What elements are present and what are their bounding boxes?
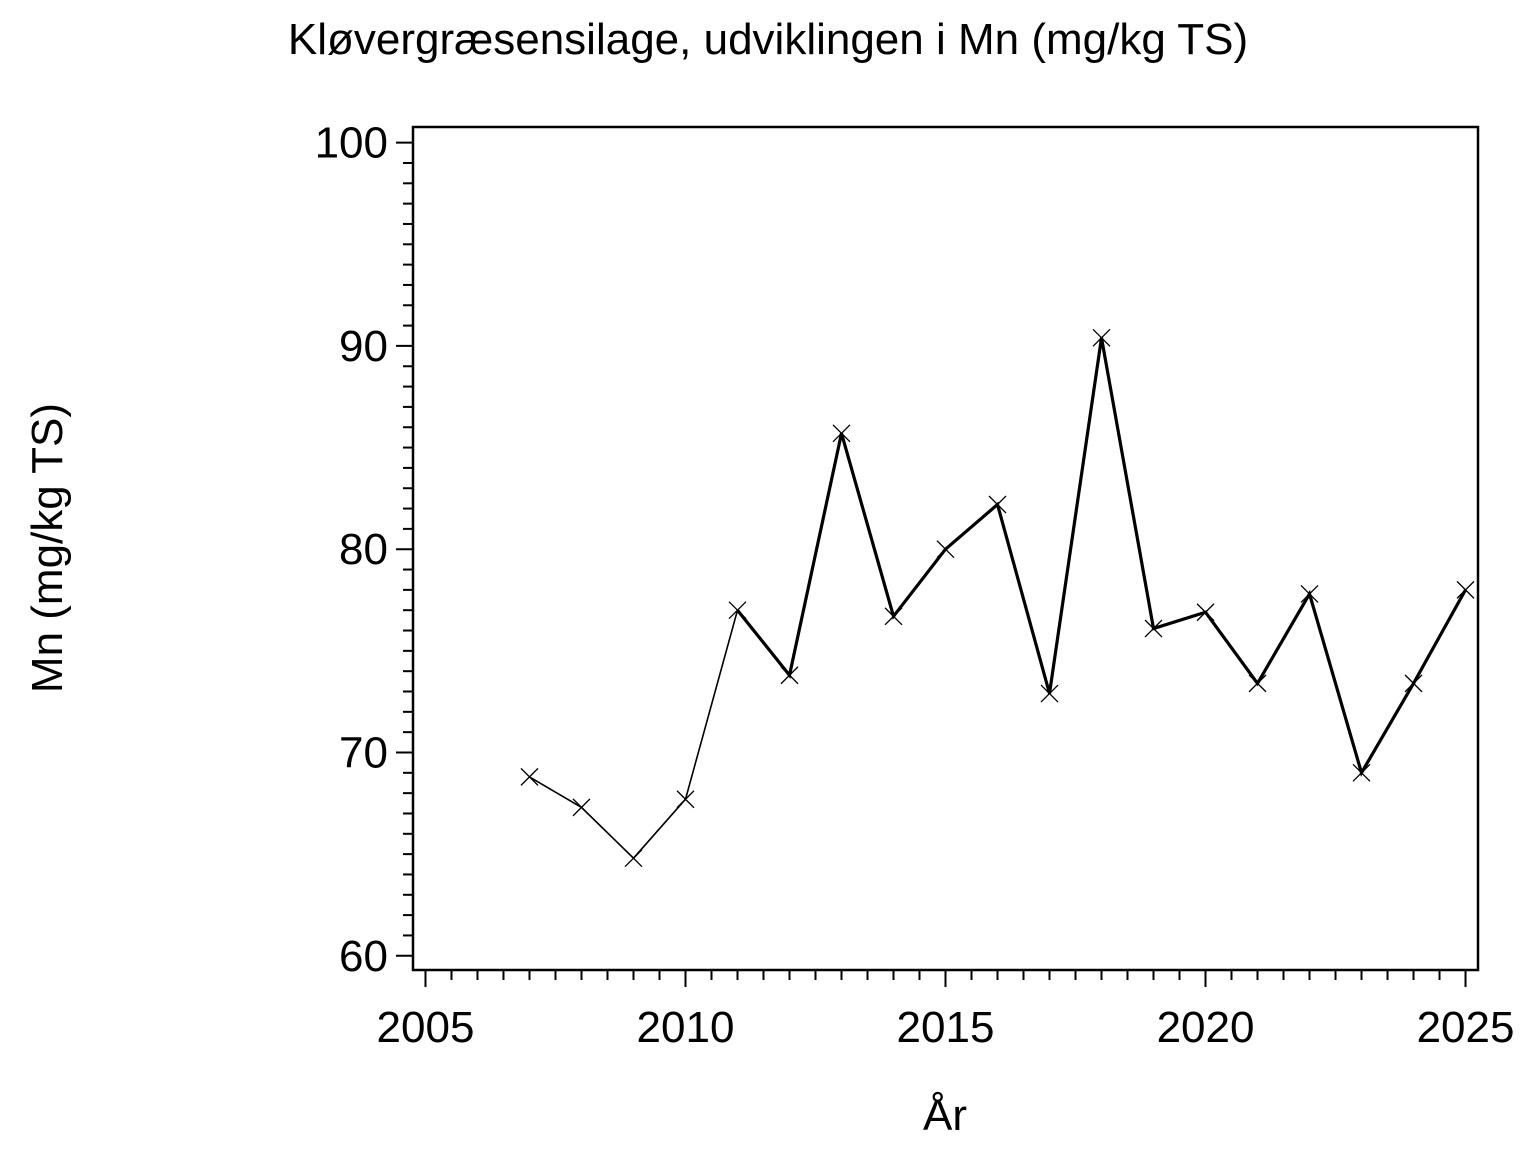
data-point-marker: [728, 601, 747, 620]
data-point-marker: [624, 849, 643, 868]
data-point-marker: [520, 767, 539, 786]
data-point-marker: [572, 798, 591, 817]
y-tick-label: 100: [315, 119, 388, 168]
y-tick-label: 90: [339, 322, 388, 371]
x-tick-label: 2015: [897, 1003, 995, 1052]
data-point-marker: [988, 495, 1007, 514]
y-tick-label: 80: [339, 525, 388, 574]
data-point-marker: [1040, 684, 1059, 703]
data-point-marker: [884, 607, 903, 626]
data-point-marker: [1144, 619, 1163, 638]
data-line-thin: [529, 609, 739, 860]
data-point-marker: [676, 790, 695, 809]
data-point-marker: [1300, 584, 1319, 603]
x-tick-label: 2020: [1157, 1003, 1255, 1052]
data-point-marker: [780, 666, 799, 685]
data-point-marker: [1196, 603, 1215, 622]
x-tick-label: 2025: [1417, 1003, 1515, 1052]
data-point-marker: [1352, 763, 1371, 782]
data-point-marker: [1404, 674, 1423, 693]
data-line: [736, 337, 1467, 777]
x-axis-label: År: [923, 1091, 967, 1140]
y-tick-label: 60: [339, 932, 388, 981]
data-point-marker: [1092, 328, 1111, 347]
y-axis-label: Mn (mg/kg TS): [23, 403, 72, 693]
data-point-marker: [936, 540, 955, 559]
data-point-marker: [1248, 674, 1267, 693]
chart-title: Kløvergræsensilage, udviklingen i Mn (mg…: [288, 15, 1248, 64]
x-tick-label: 2010: [637, 1003, 735, 1052]
x-tick-label: 2005: [377, 1003, 475, 1052]
tick-labels: 2005 2010 2015 2020 2025 60 70 80 90 100: [315, 119, 1515, 1052]
data-point-marker: [832, 424, 851, 443]
data-point-marker: [1456, 580, 1475, 599]
y-tick-label: 70: [339, 728, 388, 777]
axis-ticks: [396, 141, 1467, 987]
data-series: [520, 328, 1475, 868]
